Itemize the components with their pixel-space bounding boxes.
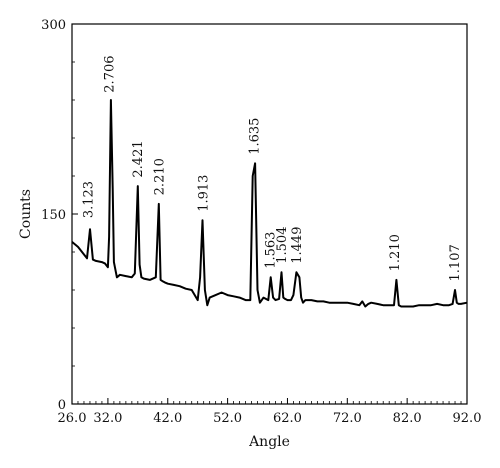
x-tick-label: 82.0 xyxy=(393,411,422,426)
x-tick-label: 92.0 xyxy=(453,411,482,426)
peak-label: 1.563 xyxy=(264,232,279,269)
x-axis-label: Angle xyxy=(248,434,290,450)
plot-frame xyxy=(71,23,468,405)
y-axis-ticks: 0 150 300 xyxy=(41,18,78,413)
diffraction-series-line xyxy=(71,99,468,308)
x-axis-ticks: 26.0 32.0 42.0 52.0 62.0 72.0 82.0 92.0 xyxy=(58,398,482,426)
x-tick-label: 32.0 xyxy=(93,411,122,426)
peak-label: 3.123 xyxy=(82,181,97,218)
x-tick-label: 26.0 xyxy=(58,411,87,426)
y-tick-label: 150 xyxy=(41,208,66,223)
peak-annotations: 3.123 2.706 2.421 2.210 1.913 1.635 1.5631.504… xyxy=(82,56,463,282)
x-tick-label: 62.0 xyxy=(273,411,302,426)
y-tick-label: 0 xyxy=(58,398,66,413)
y-tick-label: 300 xyxy=(41,18,66,33)
peak-label: 2.421 xyxy=(131,140,146,177)
peak-label: 1.504 xyxy=(275,227,290,264)
y-axis-label: Counts xyxy=(18,189,34,239)
peak-label: 1.635 xyxy=(248,118,263,155)
x-tick-label: 52.0 xyxy=(213,411,242,426)
series-group xyxy=(71,99,468,308)
plot-area-border xyxy=(71,23,468,405)
peak-label: 2.706 xyxy=(103,56,118,93)
peak-label: 2.210 xyxy=(152,158,167,195)
peak-label: 1.913 xyxy=(197,175,212,212)
peak-label: 1.449 xyxy=(290,227,305,264)
peak-label: 1.210 xyxy=(388,234,403,271)
peak-label: 1.107 xyxy=(448,244,463,281)
x-tick-label: 72.0 xyxy=(333,411,362,426)
x-tick-label: 42.0 xyxy=(153,411,182,426)
